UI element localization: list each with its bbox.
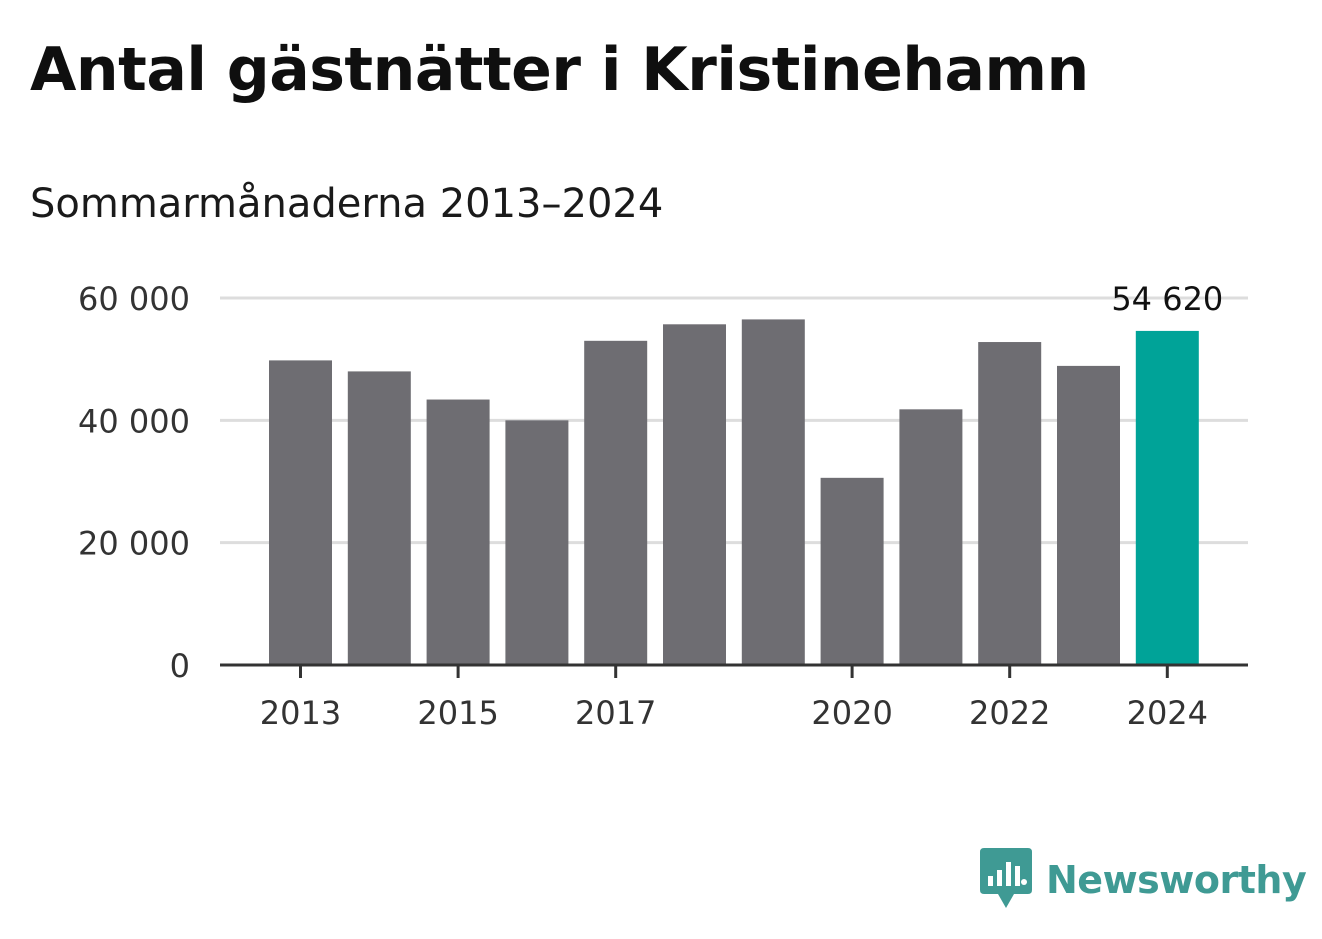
bar-2019: [741, 319, 805, 665]
bar-2017: [584, 340, 648, 665]
bar-2024: [1135, 330, 1199, 665]
x-tick-label: 2024: [1127, 694, 1208, 732]
bar-2014: [347, 371, 411, 665]
bar-2022: [978, 342, 1042, 665]
x-tick-label: 2017: [575, 694, 656, 732]
x-tick-label: 2020: [811, 694, 892, 732]
annotations: 54 620: [1111, 280, 1223, 318]
logo-text: Newsworthy: [1046, 858, 1307, 902]
x-tick-label: 2022: [969, 694, 1050, 732]
bar-2018: [663, 324, 726, 665]
chart-bubble-icon: [980, 848, 1032, 908]
y-tick-label: 20 000: [78, 525, 190, 563]
y-tick-label: 0: [170, 647, 190, 685]
bar-2015: [426, 399, 490, 665]
bar-2020: [820, 477, 884, 665]
y-axis-labels: 0 20 000 40 000 60 000: [78, 280, 190, 685]
bar-2021: [899, 409, 963, 665]
chart-subtitle: Sommarmånaderna 2013–2024: [30, 181, 664, 227]
newsworthy-logo: Newsworthy: [980, 848, 1307, 912]
x-axis-labels: 2013 2015 2017 2020 2022 2024: [260, 694, 1208, 732]
x-axis: [220, 663, 1248, 678]
chart-title: Antal gästnätter i Kristinehamn: [30, 35, 1089, 105]
y-tick-label: 40 000: [78, 402, 190, 440]
value-annotation: 54 620: [1111, 280, 1223, 318]
bar-2013: [269, 360, 332, 665]
y-tick-label: 60 000: [78, 280, 190, 318]
x-tick-label: 2013: [260, 694, 341, 732]
bars: [269, 319, 1199, 665]
x-tick-label: 2015: [417, 694, 498, 732]
bar-2016: [505, 420, 569, 665]
bar-2023: [1057, 365, 1120, 665]
